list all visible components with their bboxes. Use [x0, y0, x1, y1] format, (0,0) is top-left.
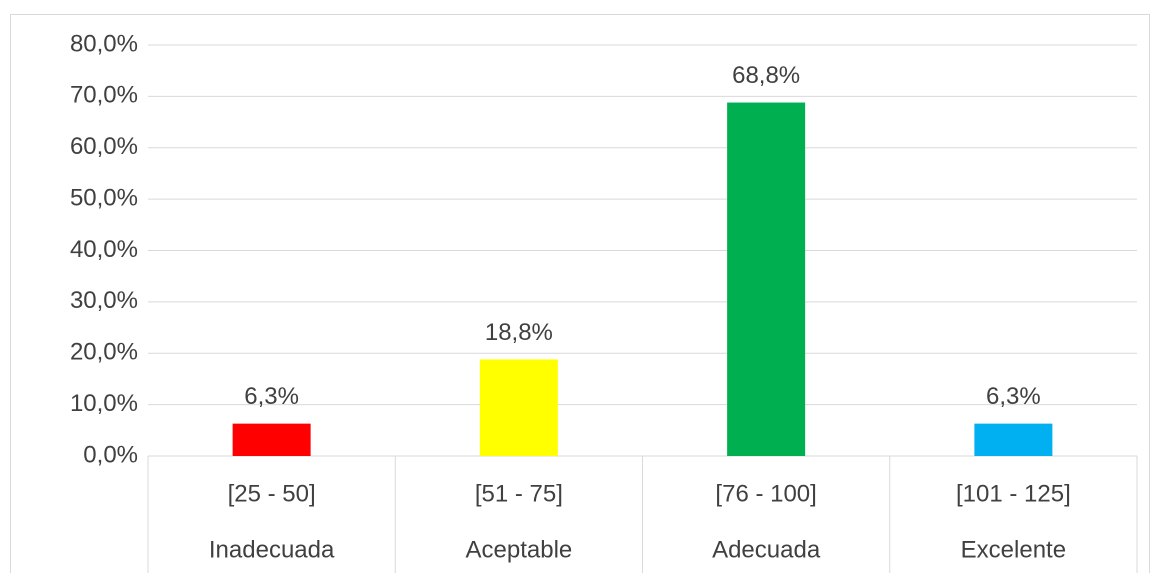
- bar: [232, 423, 311, 456]
- y-tick-label: 60,0%: [70, 133, 138, 160]
- y-tick-label: 10,0%: [70, 390, 138, 417]
- x-tick-label: [25 - 50]: [228, 480, 316, 507]
- y-tick-label: 0,0%: [83, 441, 138, 468]
- y-tick-label: 30,0%: [70, 287, 138, 314]
- y-tick-label: 70,0%: [70, 82, 138, 109]
- y-tick-label: 80,0%: [70, 30, 138, 57]
- bar: [727, 102, 806, 456]
- x-tick-label: [51 - 75]: [475, 480, 563, 507]
- y-tick-label: 20,0%: [70, 339, 138, 366]
- bar: [974, 423, 1053, 456]
- value-label: 6,3%: [986, 383, 1041, 410]
- x-group-label: Aceptable: [466, 536, 573, 563]
- x-tick-label: [101 - 125]: [956, 480, 1071, 507]
- x-group-label: Excelente: [961, 536, 1066, 563]
- x-group-label: Inadecuada: [209, 536, 335, 563]
- y-tick-label: 40,0%: [70, 236, 138, 263]
- value-label: 6,3%: [244, 383, 299, 410]
- y-tick-label: 50,0%: [70, 184, 138, 211]
- value-label: 18,8%: [485, 319, 553, 346]
- bar: [479, 359, 558, 456]
- x-group-label: Adecuada: [712, 536, 821, 563]
- value-label: 68,8%: [732, 62, 800, 89]
- x-tick-label: [76 - 100]: [715, 480, 816, 507]
